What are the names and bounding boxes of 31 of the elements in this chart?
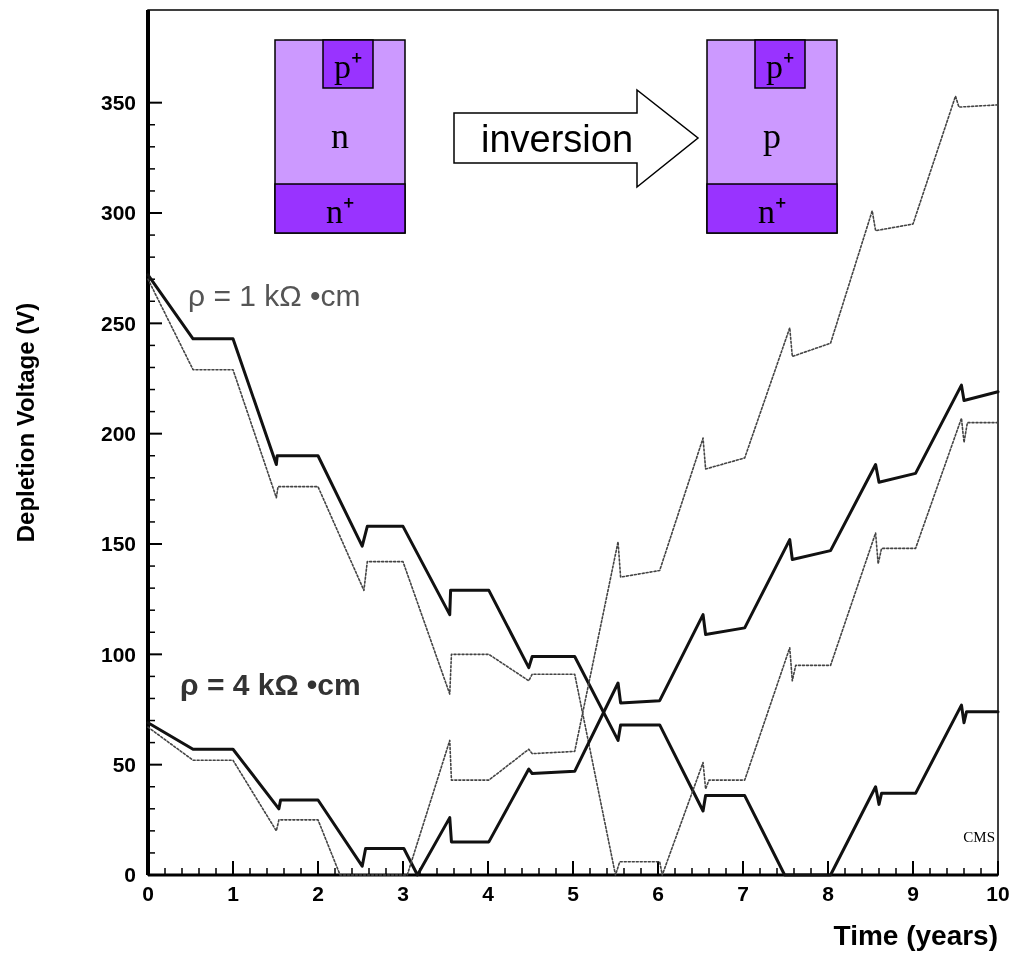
x-tick-label: 3 xyxy=(397,882,409,905)
x-tick-label: 9 xyxy=(907,882,919,905)
x-tick-label: 5 xyxy=(567,882,580,905)
annotation: CMS xyxy=(963,829,995,845)
annotation: n⁺ xyxy=(326,193,354,230)
y-tick-label: 150 xyxy=(100,532,136,556)
annotation: p⁺ xyxy=(766,48,794,85)
x-tick-label: 0 xyxy=(142,882,154,905)
annotation: p xyxy=(763,116,781,156)
annotation: n⁺ xyxy=(758,193,786,230)
y-tick-label: 350 xyxy=(100,91,136,115)
annotation: p⁺ xyxy=(334,48,362,85)
x-tick-label: 4 xyxy=(482,882,495,905)
x-tick-label: 2 xyxy=(312,882,324,905)
x-tick-label: 7 xyxy=(737,882,749,905)
y-tick-label: 250 xyxy=(100,311,136,335)
x-tick-label: 1 xyxy=(227,882,240,905)
x-tick-label: 8 xyxy=(822,882,835,905)
annotation: inversion xyxy=(480,118,634,160)
x-tick-label: 6 xyxy=(652,882,664,905)
y-tick-label: 100 xyxy=(100,642,136,666)
annotation: ρ = 1 kΩ •cm xyxy=(188,279,361,312)
x-tick-label: 10 xyxy=(986,882,1010,905)
y-tick-label: 200 xyxy=(100,422,136,446)
x-axis-title: Time (years) xyxy=(833,920,998,951)
y-tick-label: 50 xyxy=(112,753,136,777)
y-tick-label: 0 xyxy=(124,863,136,887)
y-axis-title: Depletion Voltage (V) xyxy=(12,302,39,543)
annotation: n xyxy=(331,116,349,156)
y-tick-label: 300 xyxy=(100,201,136,225)
annotation: ρ = 4 kΩ •cm xyxy=(180,668,361,701)
